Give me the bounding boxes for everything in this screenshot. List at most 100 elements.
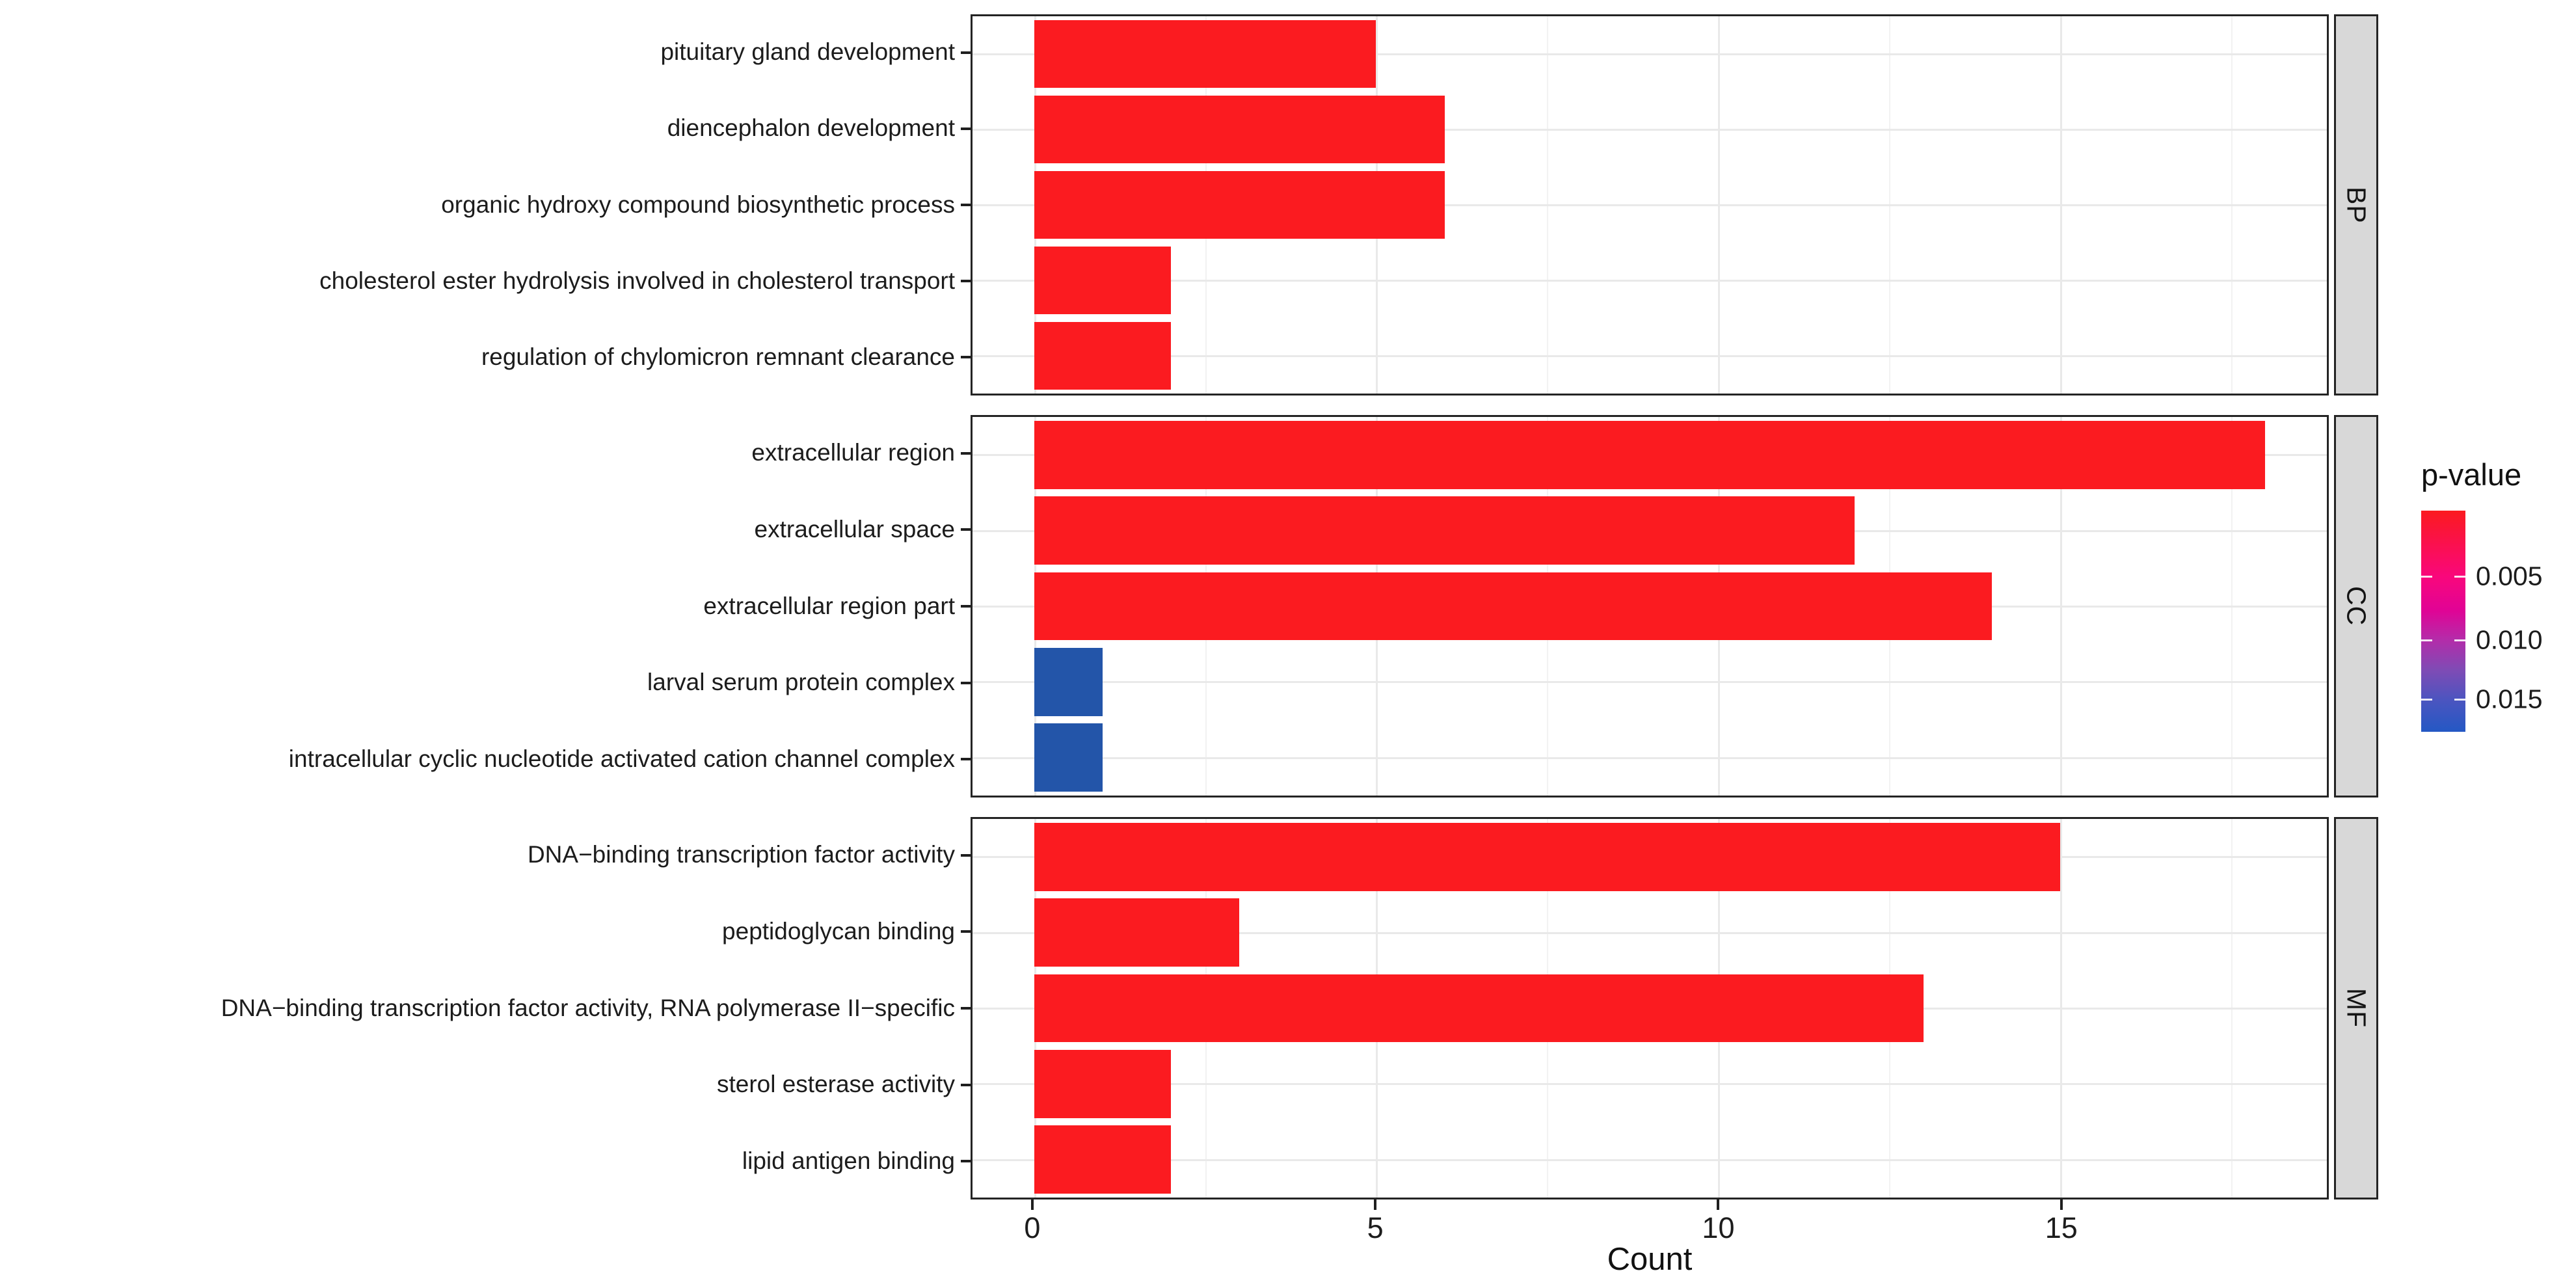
y-tick-mark <box>961 604 971 608</box>
y-label-cell: cholesterol ester hydrolysis involved in… <box>0 243 971 319</box>
y-tick-mark <box>961 1006 971 1010</box>
bar <box>1034 246 1171 315</box>
bar <box>1034 822 2060 891</box>
y-axis-labels: extracellular region extracellular space e… <box>0 415 971 797</box>
legend-title: p-value <box>2421 457 2522 492</box>
bar <box>1034 974 1924 1043</box>
facet-strip-bp: BP <box>2334 14 2378 395</box>
gridline-horizontal <box>973 1083 2327 1086</box>
bar <box>1034 1050 1171 1118</box>
y-tick-mark <box>961 930 971 933</box>
category-label: extracellular region part <box>703 592 955 619</box>
x-tick-mark <box>1030 1199 1034 1210</box>
y-tick-mark <box>961 204 971 206</box>
y-label-cell: pituitary gland development <box>0 14 971 90</box>
y-axis-labels: pituitary gland development diencephalon … <box>0 14 971 395</box>
x-axis-title: Count <box>1607 1242 1693 1273</box>
y-label-cell: extracellular space <box>0 492 971 569</box>
legend-tick-mark <box>2454 639 2465 641</box>
x-tick-mark <box>1374 1199 1377 1210</box>
x-tick-label: 0 <box>1024 1211 1041 1244</box>
facet-row-mf: DNA−binding transcription factor activit… <box>0 817 2381 1199</box>
y-tick-mark <box>961 451 971 455</box>
x-tick-label: 15 <box>2045 1211 2078 1244</box>
y-label-cell: lipid antigen binding <box>0 1123 971 1199</box>
facet-strip-label: MF <box>2341 988 2372 1028</box>
category-label: regulation of chylomicron remnant cleara… <box>481 343 955 371</box>
bar <box>1034 496 1855 565</box>
facet-row-cc: extracellular region extracellular space e… <box>0 415 2381 797</box>
y-tick-mark <box>961 280 971 283</box>
category-label: lipid antigen binding <box>742 1147 955 1174</box>
bar <box>1034 20 1376 88</box>
bar <box>1034 420 2266 489</box>
y-label-cell: peptidoglycan binding <box>0 894 971 971</box>
x-axis: Count 0 5 10 15 <box>971 1199 2329 1273</box>
y-label-cell: extracellular region part <box>0 568 971 645</box>
bar <box>1034 1125 1171 1194</box>
y-tick-mark <box>961 1083 971 1086</box>
x-tick-label: 10 <box>1702 1211 1735 1244</box>
gridline-horizontal <box>973 355 2327 357</box>
y-label-cell: intracellular cyclic nucleotide activate… <box>0 721 971 797</box>
y-tick-mark <box>961 681 971 684</box>
legend-tick-mark <box>2421 639 2432 641</box>
y-axis-labels: DNA−binding transcription factor activit… <box>0 817 971 1199</box>
bar <box>1034 95 1445 164</box>
gridline-horizontal <box>973 129 2327 131</box>
plot-panel-cc <box>971 415 2329 797</box>
category-label: peptidoglycan binding <box>722 918 955 945</box>
category-label: intracellular cyclic nucleotide activate… <box>288 745 955 772</box>
category-label: DNA−binding transcription factor activit… <box>221 994 955 1021</box>
facet-row-bp: pituitary gland development diencephalon … <box>0 14 2381 395</box>
plot-panel-mf <box>971 817 2329 1199</box>
plot-panel-bp <box>971 14 2329 395</box>
category-label: extracellular space <box>754 516 955 543</box>
y-label-cell: DNA−binding transcription factor activit… <box>0 970 971 1047</box>
category-label: sterol esterase activity <box>716 1071 955 1098</box>
legend-tick-label: 0.015 <box>2476 684 2543 714</box>
y-tick-mark <box>961 853 971 857</box>
legend-tick-mark <box>2421 699 2432 701</box>
gridline-horizontal <box>973 53 2327 55</box>
category-label: organic hydroxy compound biosynthetic pr… <box>441 191 955 218</box>
y-label-cell: larval serum protein complex <box>0 645 971 721</box>
gridline-horizontal <box>973 757 2327 759</box>
y-label-cell: extracellular region <box>0 415 971 492</box>
bar <box>1034 898 1240 967</box>
legend-gradient-bar: 0.005 0.010 0.015 <box>2421 511 2543 732</box>
gridline-horizontal <box>973 931 2327 934</box>
y-label-cell: DNA−binding transcription factor activit… <box>0 817 971 894</box>
gridline-horizontal <box>973 1159 2327 1161</box>
bar <box>1034 648 1103 716</box>
category-label: cholesterol ester hydrolysis involved in… <box>319 267 955 294</box>
gridline-horizontal <box>973 681 2327 684</box>
legend: p-value 0.005 0.010 0.015 <box>2415 457 2576 732</box>
y-tick-mark <box>961 1160 971 1163</box>
x-tick-label: 5 <box>1367 1211 1384 1244</box>
facet-strip-label: CC <box>2341 586 2372 626</box>
facet-strip-label: BP <box>2341 186 2372 224</box>
category-label: diencephalon development <box>667 114 955 142</box>
y-tick-mark <box>961 356 971 359</box>
y-label-cell: organic hydroxy compound biosynthetic pr… <box>0 167 971 243</box>
category-label: larval serum protein complex <box>647 669 955 696</box>
y-tick-mark <box>961 528 971 531</box>
y-label-cell: diencephalon development <box>0 90 971 167</box>
x-tick-mark <box>1717 1199 1720 1210</box>
y-tick-mark <box>961 127 971 130</box>
legend-tick-label: 0.005 <box>2476 561 2543 591</box>
gridline-horizontal <box>973 204 2327 206</box>
y-label-cell: regulation of chylomicron remnant cleara… <box>0 319 971 395</box>
facet-strip-mf: MF <box>2334 817 2378 1199</box>
y-label-cell: sterol esterase activity <box>0 1047 971 1123</box>
bar <box>1034 321 1171 390</box>
legend-tick-mark <box>2421 575 2432 578</box>
category-label: extracellular region <box>751 439 955 466</box>
bar <box>1034 170 1445 239</box>
y-tick-mark <box>961 758 971 761</box>
legend-tick-mark <box>2454 575 2465 578</box>
gridline-horizontal <box>973 280 2327 282</box>
x-tick-mark <box>2059 1199 2063 1210</box>
